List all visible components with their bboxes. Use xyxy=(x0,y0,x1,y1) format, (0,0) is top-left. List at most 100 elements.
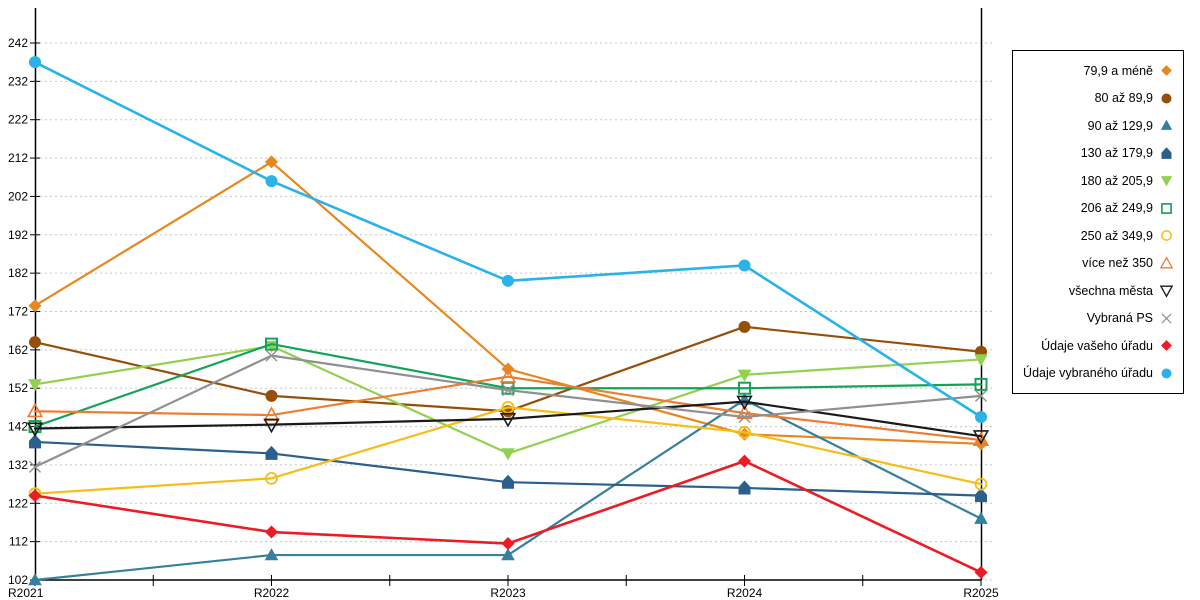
series-90-a-129-9 xyxy=(28,392,988,586)
triangle-down-marker xyxy=(28,379,42,392)
axes: 102 112 122 132 142 152 162 172 182 192 202 212 222 2… xyxy=(8,8,999,600)
circle-marker xyxy=(502,274,514,287)
circle-marker xyxy=(265,389,278,402)
triangle-up-marker xyxy=(736,404,753,420)
pentagon-marker xyxy=(265,445,278,460)
triangle-up-marker xyxy=(26,402,44,418)
pentagon-marker xyxy=(975,488,987,503)
y-tick-label: 232 xyxy=(8,74,28,88)
circle-marker-icon xyxy=(1161,93,1172,104)
x-tick-label: R2021 xyxy=(8,586,44,600)
x-marker xyxy=(502,384,514,397)
legend-item-label: 206 až 249,9 xyxy=(1080,201,1153,216)
circle-marker-icon xyxy=(1161,368,1172,379)
series-130-a-179-9 xyxy=(29,434,987,503)
legend-item-label: 250 až 349,9 xyxy=(1080,228,1153,243)
diamond-marker xyxy=(28,299,42,313)
series-v-ce-ne-350 xyxy=(26,368,990,446)
diamond-marker-icon xyxy=(1161,65,1172,77)
legend-item-90-a-129-9: 90 až 129,9 xyxy=(1022,118,1174,133)
diamond-marker xyxy=(1161,340,1172,352)
diamond-marker xyxy=(1161,65,1172,77)
series-vybran-ps xyxy=(29,349,987,473)
legend-item-label: 90 až 129,9 xyxy=(1087,118,1153,133)
triangle-up-marker xyxy=(974,511,988,524)
circle-marker xyxy=(501,400,515,414)
y-tick-label: 222 xyxy=(8,113,28,127)
y-tick-label: 192 xyxy=(8,228,28,242)
series-line xyxy=(33,400,983,438)
x-marker xyxy=(1161,313,1172,324)
triangle-up-marker xyxy=(499,368,517,383)
y-tick-label: 212 xyxy=(8,151,28,165)
legend-item-label: Údaje vašeho úřadu xyxy=(1041,338,1153,353)
series-line xyxy=(33,343,983,428)
triangle-up-marker xyxy=(1160,119,1173,131)
diamond-marker xyxy=(265,155,278,169)
legend-item-v-ce-ne-350: více než 350 xyxy=(1022,256,1174,271)
legend-item-79-9-a-m-n: 79,9 a méně xyxy=(1022,63,1174,78)
triangle-down-marker xyxy=(1159,285,1174,298)
y-tick-label: 142 xyxy=(8,420,28,434)
triangle-down-marker xyxy=(737,369,752,382)
x-tick-label: R2025 xyxy=(963,586,999,600)
circle-marker xyxy=(974,477,988,491)
y-tick-label: 112 xyxy=(9,535,28,549)
circle-marker xyxy=(738,259,751,272)
circle-marker xyxy=(265,471,278,485)
pentagon-marker xyxy=(738,480,751,495)
triangle-up-marker xyxy=(972,431,990,446)
x-tick-label: R2022 xyxy=(254,586,290,600)
legend-item-v-echna-m-sta: všechna města xyxy=(1022,283,1174,298)
square-marker xyxy=(738,381,751,395)
triangle-up-marker xyxy=(263,406,280,422)
series-180-a-205-9 xyxy=(28,340,988,461)
x-tick-label: R2023 xyxy=(490,586,526,600)
diamond-marker xyxy=(28,489,42,503)
y-gridlines xyxy=(35,42,994,581)
y-tick-label: 162 xyxy=(8,343,28,357)
x-marker xyxy=(975,389,987,402)
series-daje-vybran-ho-adu xyxy=(29,56,987,423)
legend-item-label: všechna města xyxy=(1068,283,1153,298)
y-tick-label: 132 xyxy=(8,458,28,472)
square-marker xyxy=(265,337,278,351)
pentagon-marker xyxy=(29,434,41,449)
triangle-down-marker xyxy=(974,354,988,367)
circle-marker xyxy=(1161,368,1172,379)
triangle-down-marker xyxy=(499,412,517,428)
y-tick-label: 172 xyxy=(8,305,28,319)
x-marker-icon xyxy=(1161,313,1172,324)
y-tick-label: 102 xyxy=(8,573,28,587)
legend-item-label: 79,9 a méně xyxy=(1083,63,1154,78)
diamond-marker xyxy=(738,454,751,468)
circle-marker xyxy=(1161,93,1172,104)
circle-marker xyxy=(29,336,41,349)
triangle-down-marker xyxy=(736,395,753,411)
legend-item-vybran-ps: Vybraná PS xyxy=(1022,311,1174,326)
square-marker-icon xyxy=(1161,202,1172,214)
triangle-up-marker xyxy=(264,548,279,561)
legend-item-daje-va-eho-adu: Údaje vašeho úřadu xyxy=(1022,338,1174,353)
triangle-down-marker-icon xyxy=(1159,285,1174,298)
series-v-echna-m-sta xyxy=(26,395,990,445)
legend-item-daje-vybran-ho-adu: Údaje vybraného úřadu xyxy=(1022,366,1174,381)
circle-marker-icon xyxy=(1161,230,1172,242)
pentagon-marker-icon xyxy=(1161,147,1172,159)
y-tick-label: 202 xyxy=(8,189,28,203)
y-tick-label: 242 xyxy=(8,36,28,50)
square-marker xyxy=(501,381,515,395)
x-tick-label: R2024 xyxy=(727,586,763,600)
triangle-up-marker xyxy=(1159,256,1174,269)
legend-item-130-a-179-9: 130 až 179,9 xyxy=(1022,146,1174,161)
legend-item-250-a-349-9: 250 až 349,9 xyxy=(1022,228,1174,243)
legend-item-206-a-249-9: 206 až 249,9 xyxy=(1022,201,1174,216)
circle-marker xyxy=(975,410,987,423)
triangle-down-marker xyxy=(263,418,280,434)
series-line xyxy=(33,375,983,442)
legend-item-label: více než 350 xyxy=(1082,256,1153,271)
square-marker xyxy=(974,377,988,391)
pentagon-marker xyxy=(502,474,514,489)
square-marker xyxy=(1161,202,1172,214)
